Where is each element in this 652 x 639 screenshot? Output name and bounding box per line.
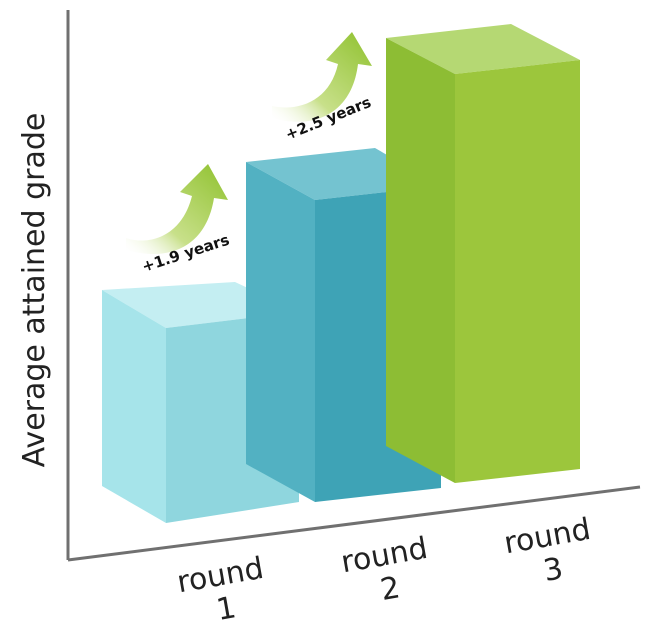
x-tick-round-3: round 3 <box>501 512 593 589</box>
y-axis-label: Average attained grade <box>17 113 52 468</box>
bar-3-top <box>386 24 580 74</box>
arrow-2-shape <box>272 32 372 122</box>
growth-arrow-1 <box>126 164 228 255</box>
arrow-1-shape <box>126 164 228 255</box>
bar-round-3 <box>386 24 580 483</box>
x-axis <box>67 485 641 562</box>
bar-1-front <box>102 290 166 523</box>
bar-2-front <box>246 162 315 502</box>
bar-3-front <box>386 38 455 483</box>
x-tick-round-2: round 2 <box>338 531 430 608</box>
bar-3-side <box>455 60 580 483</box>
x-tick-1-line2: 1 <box>214 590 239 628</box>
x-tick-round-1: round 1 <box>174 551 266 628</box>
x-tick-3-line2: 3 <box>541 551 566 589</box>
x-tick-2-line2: 2 <box>378 570 403 608</box>
growth-arrow-2 <box>272 32 372 122</box>
